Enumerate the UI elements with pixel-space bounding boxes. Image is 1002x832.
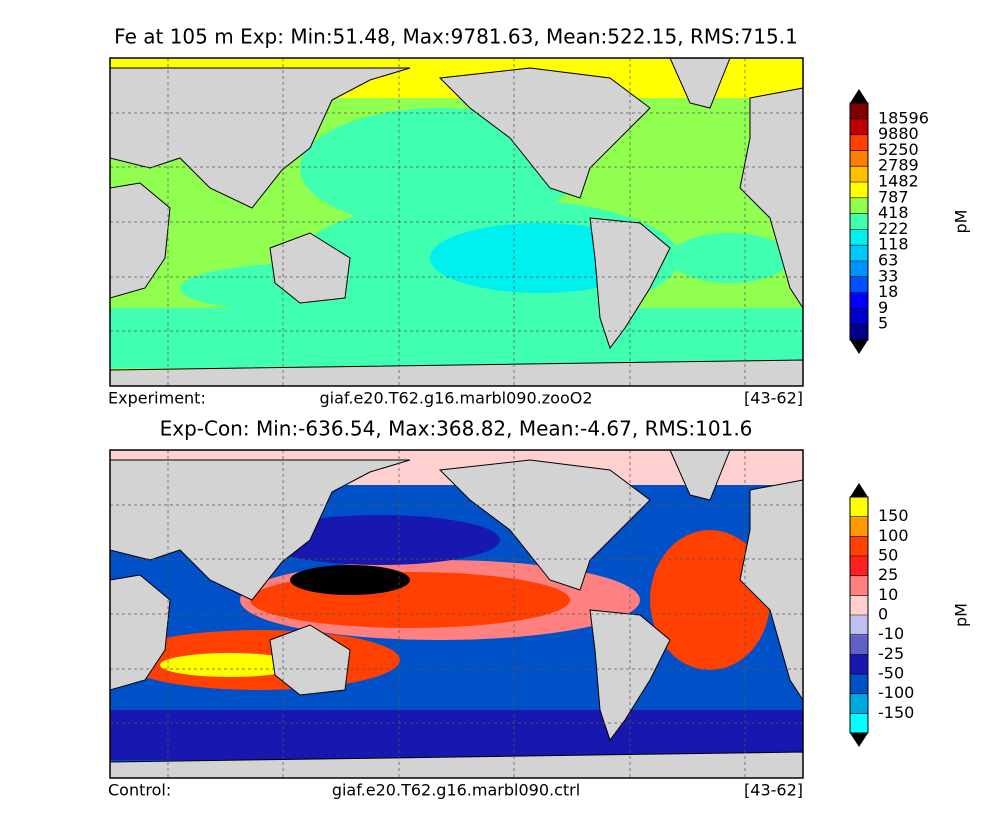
colorbar-segment	[850, 693, 868, 714]
colorbar-tick-label: 118	[878, 235, 909, 254]
colorbar-segment	[850, 308, 868, 325]
colorbar-tick-label: 418	[878, 203, 909, 222]
footer-left: Experiment:	[108, 389, 206, 408]
colorbar-tick-label: 50	[878, 546, 898, 565]
colorbar-segment	[850, 103, 868, 120]
colorbar-tick-label: 63	[878, 251, 898, 270]
colorbar-tick-label: 150	[878, 506, 909, 525]
colorbar-segment	[850, 166, 868, 183]
map-experiment	[109, 57, 804, 387]
colorbar-segment	[850, 615, 868, 636]
colorbar-segment	[850, 536, 868, 557]
colorbar-tick-label: 1482	[878, 172, 919, 191]
colorbar-tick-label: 787	[878, 187, 909, 206]
colorbar-extend-top	[850, 483, 868, 497]
colorbar-segment	[850, 118, 868, 136]
colorbar-tick-label: 5250	[878, 140, 919, 159]
colorbar-segment	[850, 516, 868, 537]
colorbar-tick-label: 5	[878, 314, 888, 333]
colorbar-tick-label: -25	[878, 644, 904, 663]
colorbar-label: pM	[952, 210, 971, 234]
colorbar-tick-label: 18596	[878, 108, 929, 127]
footer-right: [43-62]	[744, 781, 803, 800]
colorbar-tick-label: -150	[878, 703, 914, 722]
colorbar-segment	[850, 292, 868, 309]
colorbar-tick-label: 10	[878, 585, 898, 604]
footer-center: giaf.e20.T62.g16.marbl090.zooO2	[319, 389, 592, 408]
colorbar-tick-label: 2789	[878, 156, 919, 175]
footer-right: [43-62]	[744, 389, 803, 408]
colorbar-tick-label: 33	[878, 266, 898, 285]
colorbar-segment	[850, 182, 868, 199]
colorbar-segment	[850, 595, 868, 616]
colorbar-tick-label: 18	[878, 282, 898, 301]
colorbar-segment	[850, 261, 868, 278]
colorbar-tick-label: -50	[878, 664, 904, 683]
colorbar-segment	[850, 556, 868, 577]
colorbar-segment	[850, 497, 868, 518]
colorbar-extend-bottom	[850, 733, 868, 747]
colorbar-tick-label: 9	[878, 298, 888, 317]
colorbar-segment	[850, 634, 868, 655]
map-difference	[109, 449, 804, 779]
colorbar-segment	[850, 150, 868, 167]
colorbar-segment	[850, 213, 868, 230]
colorbar-segment	[850, 245, 868, 262]
colorbar-segment	[850, 197, 868, 215]
colorbar-tick-label: -100	[878, 683, 914, 702]
footer-center: giaf.e20.T62.g16.marbl090.ctrl	[332, 781, 580, 800]
colorbar-segment	[850, 575, 868, 596]
colorbar-tick-label: 9880	[878, 124, 919, 143]
colorbar-tick-label: 25	[878, 565, 898, 584]
colorbar-segment	[850, 134, 868, 151]
colorbar-extend-top	[850, 89, 868, 103]
colorbar-segment	[850, 276, 868, 294]
panel-title: Fe at 105 m Exp: Min:51.48, Max:9781.63,…	[114, 25, 798, 49]
colorbar-segment	[850, 674, 868, 695]
colorbar-frame	[849, 102, 869, 341]
colorbar-label: pM	[952, 603, 971, 627]
colorbar-tick-label: 222	[878, 219, 909, 238]
panel-title: Exp-Con: Min:-636.54, Max:368.82, Mean:-…	[160, 417, 753, 441]
colorbar-segment	[850, 324, 868, 341]
colorbar-tick-label: 100	[878, 526, 909, 545]
colorbar-segment	[850, 654, 868, 675]
colorbar-tick-label: 0	[878, 605, 888, 624]
footer-left: Control:	[108, 781, 171, 800]
colorbar-extend-bottom	[850, 340, 868, 354]
colorbar-tick-label: -10	[878, 624, 904, 643]
colorbar-segment	[850, 713, 868, 734]
colorbar-segment	[850, 229, 868, 246]
